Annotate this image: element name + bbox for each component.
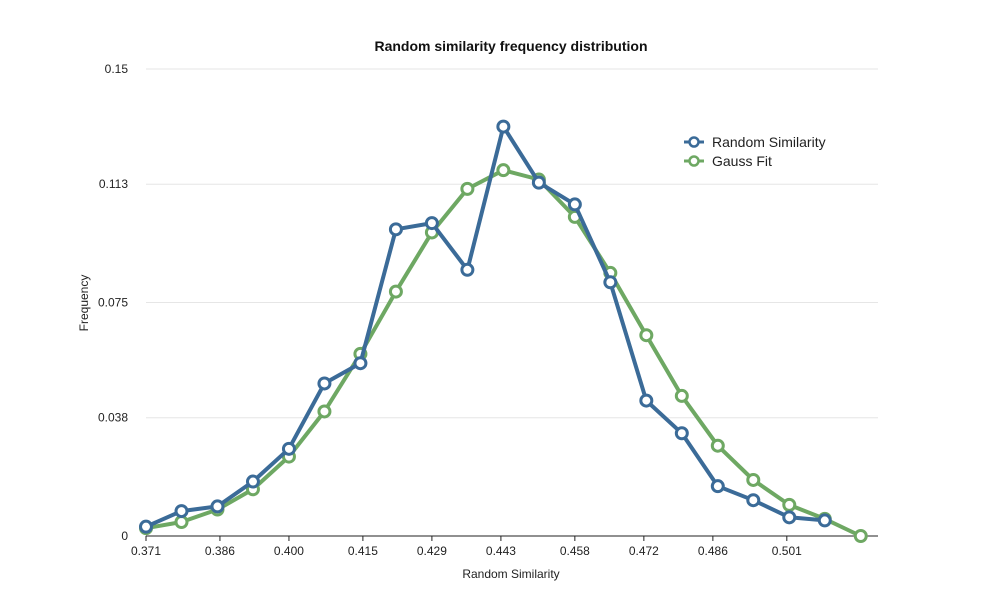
data-point (746, 472, 761, 487)
data-point (674, 426, 689, 441)
data-point (853, 529, 868, 543)
y-axis-label: Frequency (77, 275, 91, 332)
x-tick-label: 0.415 (348, 544, 378, 558)
legend-swatch-marker (688, 136, 700, 148)
y-tick-label: 0 (121, 529, 128, 543)
data-point (460, 181, 475, 196)
chart-title: Random similarity frequency distribution (374, 38, 647, 54)
x-axis-label: Random Similarity (462, 567, 559, 581)
x-tick-label: 0.458 (560, 544, 590, 558)
data-point (317, 404, 332, 419)
series-layer (139, 119, 868, 543)
data-point (710, 438, 725, 453)
data-point (353, 356, 368, 371)
data-point (531, 175, 546, 190)
data-point (210, 499, 225, 514)
data-point (639, 393, 654, 408)
y-axis-ticks: 0 0.038 0.075 0.113 0.15 (98, 62, 128, 543)
x-tick-label: 0.486 (698, 544, 728, 558)
data-point (174, 514, 189, 529)
x-tick-label: 0.443 (486, 544, 516, 558)
data-point (139, 519, 153, 534)
data-point (245, 474, 260, 489)
x-tick-label: 0.429 (417, 544, 447, 558)
data-point (782, 510, 797, 525)
data-point (460, 262, 475, 277)
data-point (710, 479, 725, 494)
legend-label: Gauss Fit (712, 153, 772, 169)
data-point (603, 275, 618, 290)
x-tick-label: 0.501 (772, 544, 802, 558)
legend-label: Random Similarity (712, 134, 826, 150)
y-tick-label: 0.113 (99, 177, 128, 191)
series-0 (139, 119, 832, 534)
data-point (817, 513, 832, 528)
y-tick-label: 0.075 (98, 296, 128, 310)
x-tick-label: 0.400 (274, 544, 304, 558)
x-tick-label: 0.472 (629, 544, 659, 558)
grid-lines (146, 68, 878, 419)
data-point (388, 284, 403, 299)
data-point (281, 441, 296, 456)
x-tick-label: 0.386 (205, 544, 235, 558)
data-point (388, 222, 403, 237)
data-point (496, 119, 511, 134)
y-tick-label: 0.15 (105, 62, 129, 76)
legend: Random Similarity Gauss Fit (684, 134, 826, 169)
data-point (174, 504, 189, 519)
x-axis-ticks: 0.371 0.386 0.400 0.415 0.429 0.443 0.458 0.472… (131, 536, 802, 558)
y-tick-label: 0.038 (98, 411, 128, 425)
series-line (144, 124, 827, 529)
data-point (746, 493, 761, 508)
data-point (317, 376, 332, 391)
data-point (639, 328, 654, 343)
data-point (782, 497, 797, 512)
x-tick-label: 0.371 (131, 544, 161, 558)
legend-swatch-marker (688, 155, 700, 167)
data-point (674, 388, 689, 403)
data-point (567, 197, 582, 212)
data-point (496, 163, 511, 178)
data-point (424, 216, 439, 231)
